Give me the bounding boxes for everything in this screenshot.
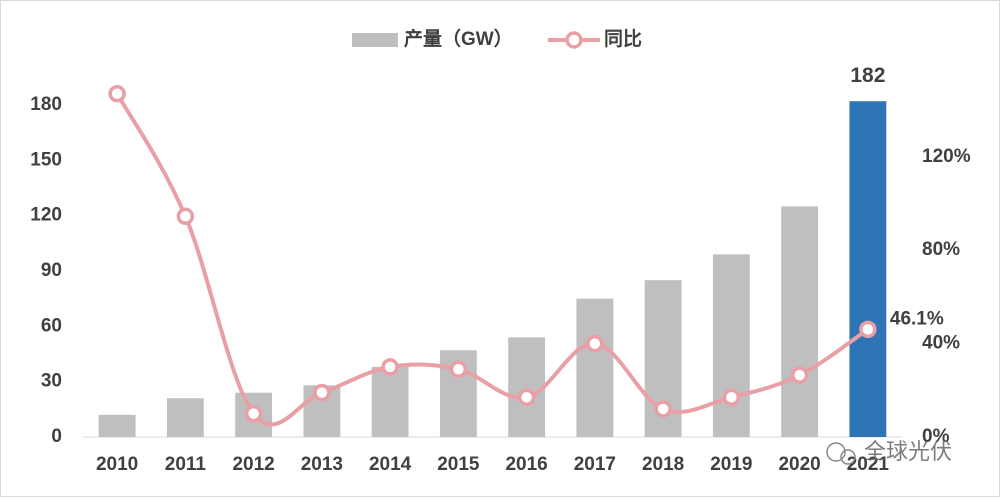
watermark-icon xyxy=(840,449,856,465)
x-tick-label: 2021 xyxy=(847,454,890,475)
line-marker xyxy=(108,84,126,103)
y-tick-label: 120 xyxy=(30,205,62,226)
bar xyxy=(98,414,136,437)
line-marker xyxy=(176,207,195,226)
legend-label: 同比 xyxy=(604,28,642,50)
x-tick-label: 2014 xyxy=(369,454,412,475)
line-marker xyxy=(722,388,741,407)
y-tick-label: 60 xyxy=(41,315,62,336)
x-tick-label: 2018 xyxy=(642,454,684,475)
x-tick-label: 2019 xyxy=(710,454,752,475)
x-tick-label: 2012 xyxy=(232,454,274,475)
bar xyxy=(712,254,750,437)
data-label: 46.1% xyxy=(890,308,944,329)
x-tick-label: 2016 xyxy=(505,454,547,475)
x-tick-label: 2011 xyxy=(165,454,207,475)
y2-tick-label: 80% xyxy=(922,239,960,260)
bar xyxy=(781,206,819,437)
line-marker xyxy=(654,400,672,418)
bar xyxy=(576,298,614,437)
y-tick-label: 150 xyxy=(30,149,62,170)
line-marker xyxy=(381,358,399,376)
legend-label: 产量（GW） xyxy=(404,27,513,50)
bar xyxy=(371,366,409,437)
line-marker xyxy=(517,388,536,407)
y2-tick-label: 0% xyxy=(922,426,950,447)
bar xyxy=(849,101,887,438)
watermark: 全球光伏 xyxy=(864,439,952,464)
data-label: 182 xyxy=(850,64,885,87)
watermark-icon xyxy=(826,442,846,462)
bar xyxy=(508,337,546,437)
y-tick-label: 30 xyxy=(41,371,62,392)
x-tick-label: 2010 xyxy=(96,454,138,475)
line-marker xyxy=(244,404,263,423)
x-tick-label: 2013 xyxy=(301,454,343,475)
line-marker xyxy=(859,320,877,339)
y-tick-label: 180 xyxy=(30,94,62,115)
legend-swatch xyxy=(352,33,398,47)
y-tick-label: 90 xyxy=(41,260,62,281)
x-tick-label: 2020 xyxy=(778,454,820,475)
line-marker xyxy=(313,383,331,402)
line-marker xyxy=(449,360,468,379)
line-marker xyxy=(790,366,809,384)
y2-tick-label: 40% xyxy=(922,333,960,354)
y2-tick-label: 120% xyxy=(922,146,971,167)
legend-marker xyxy=(565,31,583,49)
x-tick-label: 2015 xyxy=(437,454,480,475)
line-marker xyxy=(586,334,604,353)
y-tick-label: 0 xyxy=(51,426,62,447)
x-tick-label: 2017 xyxy=(574,454,616,475)
bar xyxy=(166,398,204,437)
